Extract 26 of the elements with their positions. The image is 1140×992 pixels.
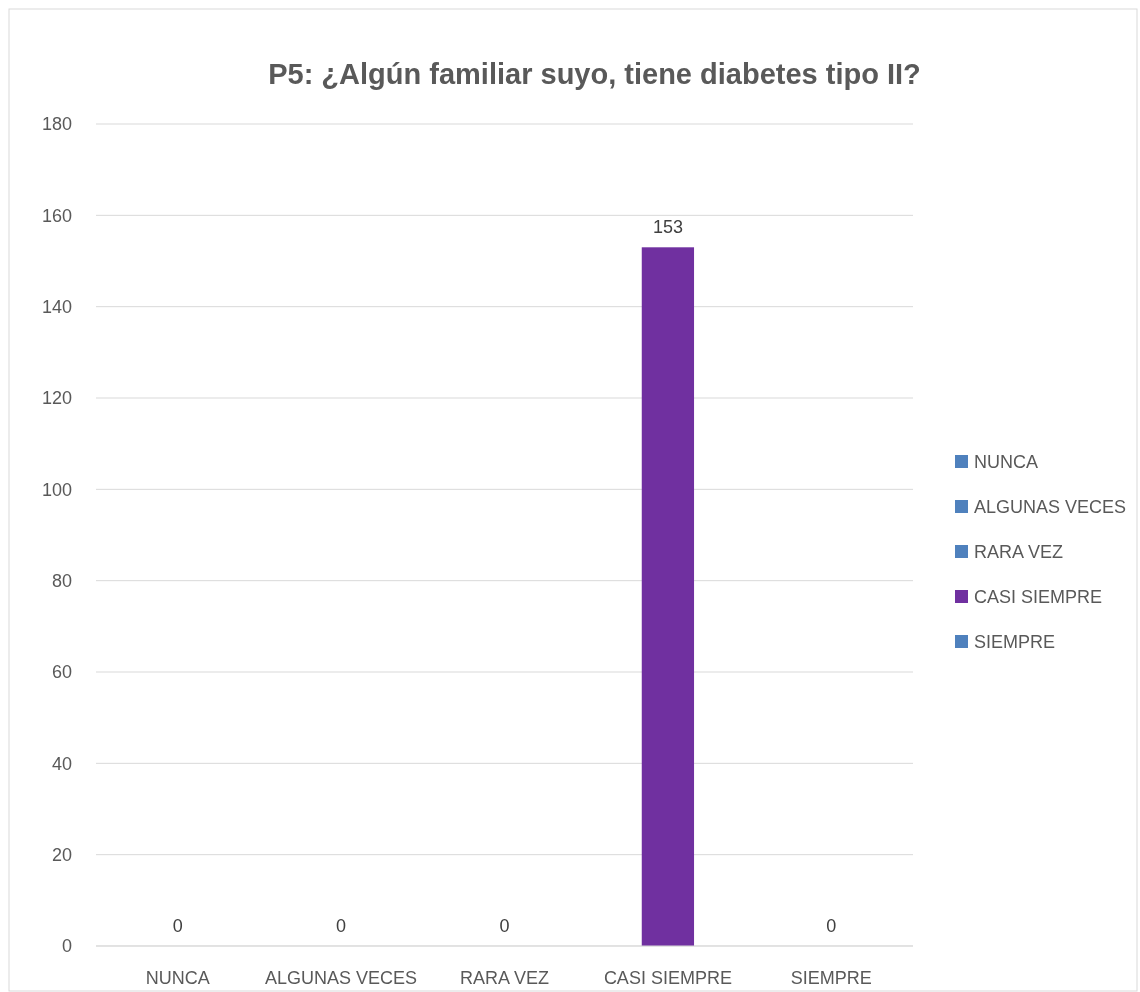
y-tick-label: 100 xyxy=(41,479,72,500)
y-tick-label: 0 xyxy=(61,936,72,957)
x-tick-label: CASI SIEMPRE xyxy=(603,968,732,989)
data-label: 0 xyxy=(336,916,347,936)
y-tick-label: 60 xyxy=(51,662,72,683)
data-label: 0 xyxy=(172,916,183,936)
x-tick-label: SIEMPRE xyxy=(790,968,872,989)
legend-label: CASI SIEMPRE xyxy=(974,587,1103,608)
data-label: 153 xyxy=(652,217,683,238)
legend-label: RARA VEZ xyxy=(974,542,1064,563)
data-label: 0 xyxy=(826,916,837,936)
chart-title: P5: ¿Algún familiar suyo, tiene diabetes tipo II? xyxy=(268,58,921,90)
legend-label: ALGUNAS VECES xyxy=(974,497,1127,518)
y-tick-label: 40 xyxy=(51,753,72,774)
x-tick-label: NUNCA xyxy=(145,968,210,989)
legend-label: NUNCA xyxy=(974,452,1039,473)
y-tick-label: 120 xyxy=(41,388,72,409)
y-tick-label: 80 xyxy=(51,570,72,591)
data-label: 0 xyxy=(499,916,510,936)
y-tick-label: 160 xyxy=(41,205,72,226)
y-tick-label: 180 xyxy=(41,114,72,135)
x-tick-label: RARA VEZ xyxy=(459,968,550,989)
legend-label: SIEMPRE xyxy=(974,632,1056,653)
y-tick-label: 20 xyxy=(51,844,72,865)
x-tick-label: ALGUNAS VECES xyxy=(265,968,418,989)
y-tick-label: 140 xyxy=(41,296,72,317)
